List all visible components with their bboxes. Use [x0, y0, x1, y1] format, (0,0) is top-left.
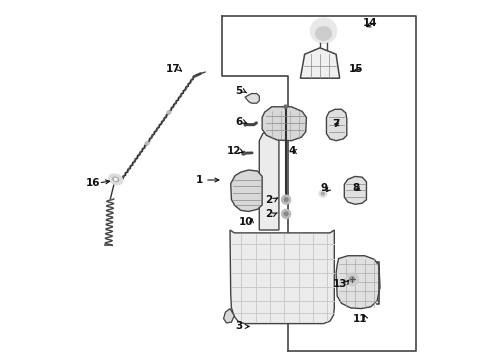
Text: 4: 4	[289, 147, 296, 157]
Text: 12: 12	[226, 146, 241, 156]
Polygon shape	[259, 108, 296, 230]
Ellipse shape	[115, 178, 117, 180]
Polygon shape	[326, 109, 347, 141]
Circle shape	[281, 209, 291, 219]
Polygon shape	[300, 48, 340, 78]
Text: 17: 17	[166, 64, 181, 74]
Circle shape	[284, 198, 288, 202]
Text: 2: 2	[265, 209, 272, 219]
Circle shape	[349, 276, 355, 282]
Text: 8: 8	[353, 183, 360, 193]
Polygon shape	[344, 176, 367, 204]
Circle shape	[284, 212, 288, 216]
Circle shape	[346, 273, 359, 286]
Polygon shape	[336, 256, 380, 309]
Text: 3: 3	[236, 321, 243, 332]
Ellipse shape	[145, 141, 149, 145]
Polygon shape	[223, 309, 234, 323]
Circle shape	[281, 195, 291, 204]
Text: 2: 2	[265, 195, 272, 204]
Text: 1: 1	[196, 175, 203, 185]
Text: 7: 7	[332, 118, 340, 129]
Ellipse shape	[167, 111, 171, 114]
Text: 10: 10	[239, 217, 253, 227]
Ellipse shape	[316, 27, 332, 40]
Text: 9: 9	[321, 183, 328, 193]
Text: 13: 13	[333, 279, 347, 289]
Text: 11: 11	[353, 314, 368, 324]
Ellipse shape	[284, 200, 288, 203]
Ellipse shape	[284, 105, 288, 109]
Text: 15: 15	[349, 64, 364, 73]
Ellipse shape	[242, 152, 245, 155]
Ellipse shape	[321, 192, 325, 195]
Ellipse shape	[319, 190, 327, 197]
Polygon shape	[231, 170, 262, 211]
Ellipse shape	[113, 177, 119, 181]
Text: 14: 14	[363, 18, 377, 28]
Polygon shape	[262, 107, 306, 141]
Polygon shape	[230, 230, 334, 324]
Text: 16: 16	[86, 178, 100, 188]
Text: 6: 6	[235, 117, 242, 127]
Ellipse shape	[311, 18, 337, 43]
Polygon shape	[245, 94, 259, 103]
Text: 5: 5	[235, 86, 242, 96]
Ellipse shape	[109, 174, 122, 185]
